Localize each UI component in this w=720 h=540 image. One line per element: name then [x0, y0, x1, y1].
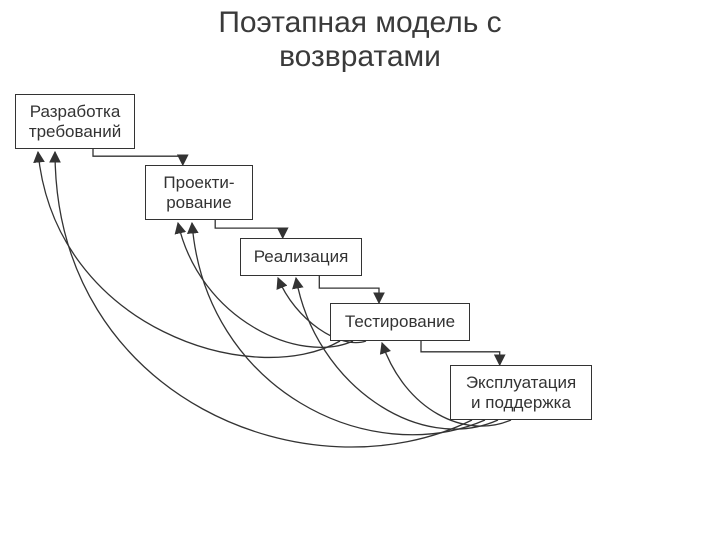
page-title: Поэтапная модель с возвратами — [0, 6, 720, 74]
forward-edge-impl-test — [319, 276, 379, 303]
forward-edge-design-impl — [215, 220, 283, 238]
flow-node-req: Разработка требований — [15, 94, 135, 149]
diagram-stage: Поэтапная модель с возвратами Разработка… — [0, 0, 720, 540]
return-edge-oper-req — [55, 152, 472, 447]
flow-node-oper: Эксплуатация и поддержка — [450, 365, 592, 420]
flow-node-design: Проекти- рование — [145, 165, 253, 220]
forward-edge-test-oper — [421, 341, 500, 365]
flow-node-impl: Реализация — [240, 238, 362, 276]
forward-edge-req-design — [93, 149, 183, 165]
flow-node-test: Тестирование — [330, 303, 470, 341]
